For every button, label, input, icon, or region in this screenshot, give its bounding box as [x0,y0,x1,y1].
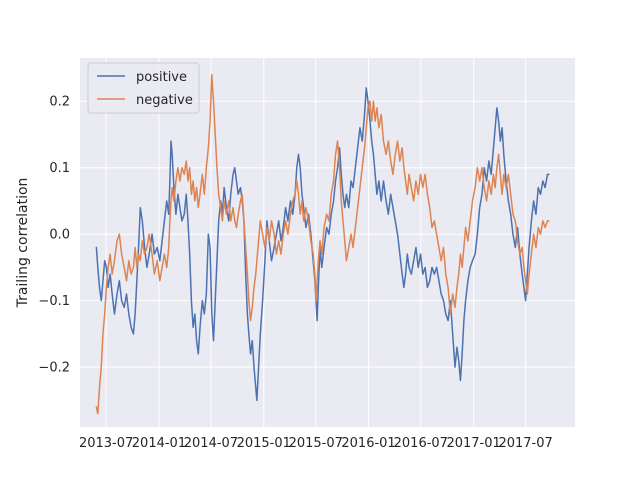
x-tick-label: 2016-01 [341,436,395,451]
legend-label-negative: negative [136,93,193,108]
x-tick-label: 2017-01 [446,436,500,451]
legend: positive negative [87,62,200,114]
x-tick-label: 2015-01 [237,436,291,451]
x-tick-labels: 2013-072014-012014-072015-012015-072016-… [79,436,553,451]
x-tick-label: 2016-07 [394,436,448,451]
x-tick-label: 2014-01 [132,436,186,451]
grid-lines [80,58,575,427]
x-tick-label: 2015-07 [289,436,343,451]
series-line-negative [95,73,550,415]
x-tick-label: 2014-07 [184,436,238,451]
y-axis-label: Trailing correlation [15,178,31,309]
y-tick-label: −0.2 [38,361,70,376]
y-tick-labels: −0.2 −0.1 0.0 0.1 0.2 [38,95,70,376]
x-tick-label: 2017-07 [498,436,552,451]
y-tick-label: 0.1 [49,161,70,176]
series-lines [95,73,550,415]
x-tick-label: 2013-07 [79,436,133,451]
y-tick-label: −0.1 [38,294,70,309]
y-tick-label: 0.2 [49,95,70,110]
y-tick-label: 0.0 [49,228,70,243]
legend-label-positive: positive [136,70,187,85]
